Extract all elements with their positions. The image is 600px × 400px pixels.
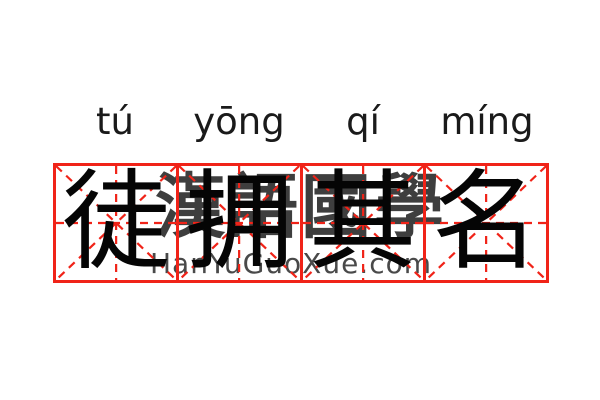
hanzi-character: 其	[308, 160, 417, 285]
guide-lines	[425, 166, 546, 280]
pinyin-syllable: tú	[96, 100, 134, 143]
grid-cell: 名	[425, 160, 546, 285]
guide-lines	[179, 166, 300, 280]
pinyin-syllable: yōng	[193, 100, 285, 143]
stroke-grid: 徒 拥 其	[53, 163, 549, 283]
hanzi-character: 名	[431, 160, 540, 285]
grid-cell: 其	[302, 160, 426, 285]
guide-lines	[56, 166, 177, 280]
pinyin-syllable: qí	[346, 100, 380, 143]
grid-cell: 徒	[56, 160, 180, 285]
pinyin-row: tú yōng qí míng	[53, 96, 549, 148]
hanzi-character: 拥	[185, 160, 294, 285]
pinyin-syllable: míng	[440, 100, 534, 143]
grid-cell: 拥	[179, 160, 303, 285]
guide-lines	[302, 166, 423, 280]
hanzi-character: 徒	[62, 160, 171, 285]
